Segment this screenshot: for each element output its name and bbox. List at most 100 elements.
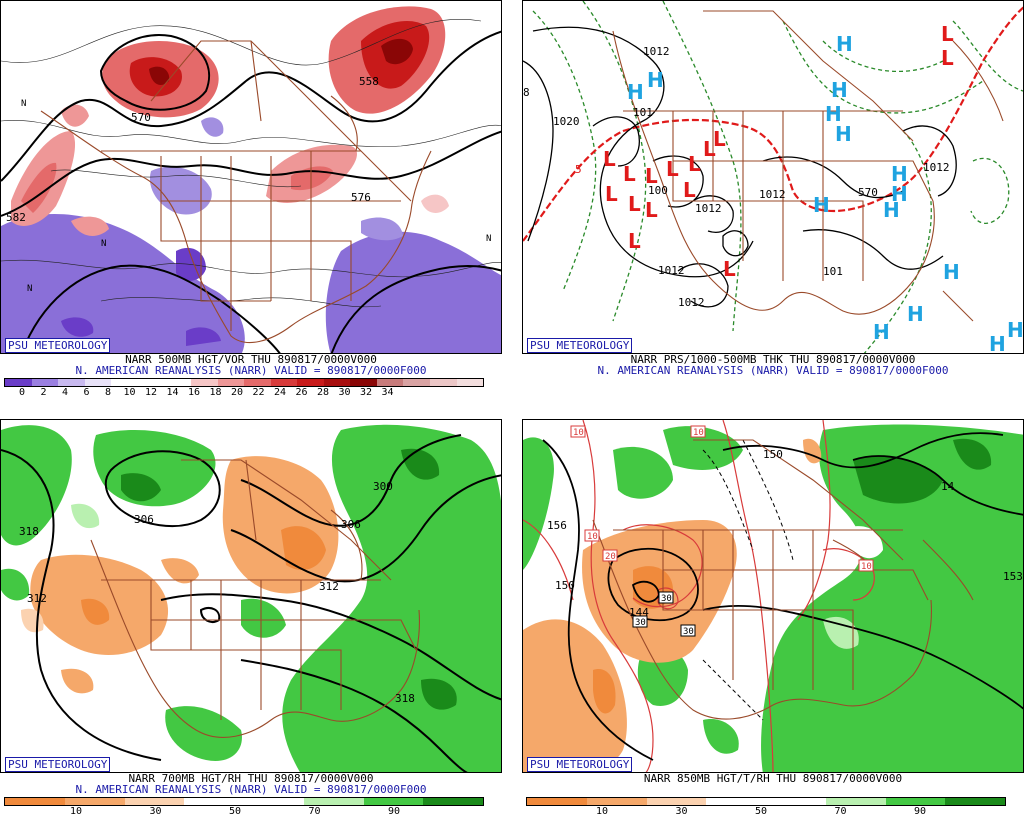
n-marker: N xyxy=(486,234,491,244)
isobar-label-101b: 101 xyxy=(823,265,843,278)
low-pressure-icon: L xyxy=(605,182,618,206)
scale-tick-label: 14 xyxy=(166,387,179,398)
isotherm-label-20: 20 xyxy=(605,552,616,562)
contour-label-306b: 306 xyxy=(341,518,361,531)
thickness-label-5: 5 xyxy=(575,163,582,176)
scale-swatch xyxy=(5,379,32,386)
contour-label-300: 300 xyxy=(373,480,393,493)
contour-label-156: 156 xyxy=(547,519,567,532)
isotherm-label-10c: 10 xyxy=(573,428,584,438)
scale-swatch xyxy=(5,798,65,805)
high-pressure-symbols: H H H H H H H H H H H H H H H xyxy=(627,32,1024,353)
thickness-map-graphic: 1012 1020 8 101 100 1012 1012 1012 1012 … xyxy=(523,1,1024,353)
scale-swatch xyxy=(527,798,587,805)
isobar-label-1012d: 1012 xyxy=(678,296,705,309)
scale-swatch xyxy=(323,379,351,386)
scale-swatch xyxy=(244,798,304,805)
contour-label-153: 153 xyxy=(1003,570,1023,583)
scale-swatch xyxy=(58,379,85,386)
low-pressure-icon: L xyxy=(683,178,696,202)
isobar-label-1012c: 1012 xyxy=(658,264,685,277)
isotherm-label-10: 10 xyxy=(587,532,598,542)
scale-tick-label: 90 xyxy=(913,806,927,817)
isobar-label-100: 100 xyxy=(648,184,668,197)
isotherm-label-30b: 30 xyxy=(635,618,646,628)
scale-swatch xyxy=(586,798,647,805)
panel-caption-valid: N. AMERICAN REANALYSIS (NARR) VALID = 89… xyxy=(75,364,427,377)
map-500mb-vorticity: 582 558 570 576 N N N N PSU METEOROLOGY xyxy=(0,0,502,354)
scale-swatch xyxy=(64,798,125,805)
scale-swatch xyxy=(297,379,324,386)
scale-swatch xyxy=(456,379,484,386)
contour-label-306: 306 xyxy=(134,513,154,526)
contour-label-14: 14 xyxy=(941,480,955,493)
scale-tick-label: 8 xyxy=(104,387,112,398)
low-pressure-symbols: L L L L L L L L L L L L L L L xyxy=(603,22,954,281)
isobar-label-1012f: 1012 xyxy=(923,161,950,174)
low-pressure-icon: L xyxy=(603,147,616,171)
scale-tick-label: 10 xyxy=(69,806,83,817)
high-pressure-icon: H xyxy=(831,78,848,102)
scale-tick-label: 18 xyxy=(209,387,222,398)
panel-caption-title: NARR PRS/1000-500MB THK THU 890817/0000V… xyxy=(630,353,916,366)
psu-meteorology-badge: PSU METEOROLOGY xyxy=(527,757,633,772)
scale-swatch xyxy=(403,379,430,386)
scale-swatch xyxy=(350,379,377,386)
high-pressure-icon: H xyxy=(891,182,908,206)
high-pressure-icon: H xyxy=(836,32,853,56)
scale-tick-label: 30 xyxy=(149,806,162,817)
contour-label-582: 582 xyxy=(6,211,26,224)
scale-swatch xyxy=(945,798,1005,805)
scale-swatch xyxy=(217,379,245,386)
scale-swatch xyxy=(244,379,271,386)
scale-tick-label: 28 xyxy=(316,387,330,398)
scale-tick-label: 20 xyxy=(230,387,244,398)
map-850mb-temperature: 156 150 144 150 153 14 10 20 30 30 30 xyxy=(522,419,1024,773)
scale-swatch xyxy=(706,798,766,805)
scale-swatch xyxy=(646,798,707,805)
scale-tick-label: 12 xyxy=(144,387,158,398)
isobar-label-1012b: 1012 xyxy=(695,202,722,215)
high-pressure-icon: H xyxy=(873,320,890,344)
scale-swatch xyxy=(137,379,165,386)
contour-label-312: 312 xyxy=(27,592,47,605)
low-pressure-icon: L xyxy=(645,198,658,222)
high-pressure-icon: H xyxy=(825,102,842,126)
low-pressure-icon: L xyxy=(941,46,954,70)
t850-color-scale xyxy=(526,797,1006,806)
panel-caption-valid: N. AMERICAN REANALYSIS (NARR) VALID = 89… xyxy=(597,364,949,377)
n-marker: N xyxy=(27,284,32,294)
rh700-scale-ticks: 10 30 50 70 90 xyxy=(0,807,502,819)
t850-scale-ticks: 10 30 50 70 90 xyxy=(522,807,1024,819)
isotherm-label-30c: 30 xyxy=(683,627,694,637)
panel-caption-title: NARR 850MB HGT/T/RH THU 890817/0000V000 xyxy=(643,772,903,785)
scale-tick-label: 0 xyxy=(18,387,26,398)
panel-700mb-rh: 318 312 306 306 300 312 318 PSU METEOROL… xyxy=(0,419,502,817)
isobar-label-1012e: 1012 xyxy=(759,188,786,201)
n-marker: N xyxy=(101,239,106,249)
scale-swatch xyxy=(363,798,424,805)
panel-caption-valid: N. AMERICAN REANALYSIS (NARR) VALID = 89… xyxy=(75,783,427,796)
high-pressure-icon: H xyxy=(1007,318,1024,342)
high-pressure-icon: H xyxy=(891,162,908,186)
contour-label-150: 150 xyxy=(555,579,575,592)
t850-map-graphic: 156 150 144 150 153 14 10 20 30 30 30 xyxy=(523,420,1023,772)
contour-label-318b: 318 xyxy=(395,692,415,705)
low-pressure-icon: L xyxy=(703,137,716,161)
thickness-label-570: 570 xyxy=(858,186,878,199)
high-pressure-icon: H xyxy=(627,80,644,104)
scale-swatch xyxy=(84,379,112,386)
contour-label-150b: 150 xyxy=(763,448,783,461)
isotherm-label-30: 30 xyxy=(661,594,672,604)
psu-meteorology-badge: PSU METEOROLOGY xyxy=(5,757,111,772)
rh700-color-scale xyxy=(4,797,484,806)
n-marker: N xyxy=(21,99,26,109)
isobar-label-1020: 1020 xyxy=(553,115,580,128)
isobar-label-8: 8 xyxy=(523,86,530,99)
scale-tick-label: 24 xyxy=(273,387,287,398)
low-pressure-icon: L xyxy=(623,162,636,186)
low-pressure-icon: L xyxy=(941,22,954,46)
vorticity-scale-ticks: 0 2 4 6 8 10 12 14 16 18 20 22 24 26 28 30 32 34 xyxy=(0,388,502,400)
scale-swatch xyxy=(825,798,886,805)
isotherm-labels: 10 20 30 30 30 10 10 10 xyxy=(570,425,874,637)
